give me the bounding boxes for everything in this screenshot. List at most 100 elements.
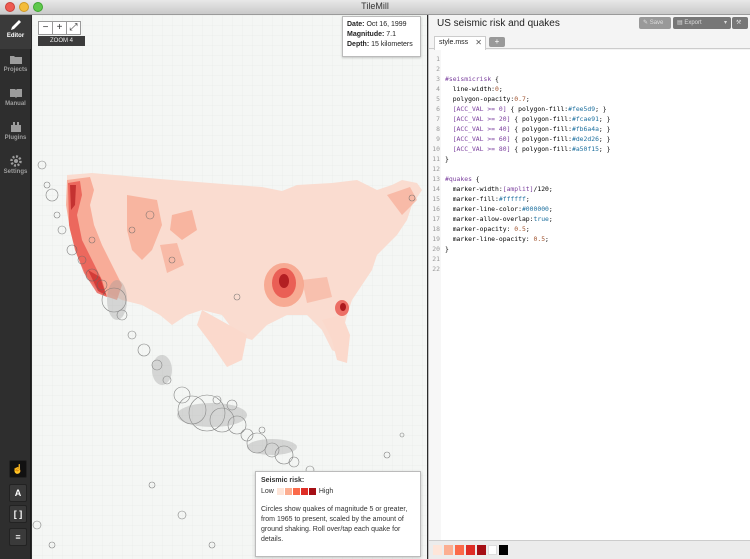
window-title: TileMill	[361, 1, 389, 11]
maximize-window-button[interactable]	[33, 2, 43, 12]
quake-marker[interactable]	[209, 407, 235, 433]
wyoming-risk-zone	[170, 210, 197, 240]
tab-style-mss[interactable]: style.mss ✕	[434, 36, 486, 50]
quake-marker[interactable]	[173, 386, 191, 404]
quake-marker[interactable]	[227, 415, 247, 435]
palette-swatch[interactable]	[455, 545, 464, 555]
palette-swatch[interactable]	[477, 545, 486, 555]
quake-marker[interactable]	[212, 395, 222, 405]
code-line: 6 [ACC_VAL >= 0] { polygon-fill:#fee5d9;…	[429, 104, 606, 114]
hand-pointer-tool-button[interactable]: ☝	[9, 460, 27, 478]
code-line: 11}	[429, 154, 449, 164]
quake-marker[interactable]	[177, 395, 207, 425]
quake-marker[interactable]	[32, 520, 42, 530]
palette-swatch[interactable]	[444, 545, 453, 555]
palette-swatch[interactable]	[466, 545, 475, 555]
quake-markers[interactable]	[32, 160, 416, 549]
quake-marker[interactable]	[43, 181, 51, 189]
quake-marker[interactable]	[226, 399, 238, 411]
quake-marker[interactable]	[151, 359, 163, 371]
line-number: 9	[436, 135, 440, 143]
zoom-out-button[interactable]: −	[38, 21, 53, 35]
quake-marker[interactable]	[208, 541, 216, 549]
quake-marker[interactable]	[57, 225, 67, 235]
quake-marker[interactable]	[127, 330, 137, 340]
export-button[interactable]: ▤ Export ▾	[673, 17, 731, 29]
code-text: }	[445, 155, 449, 163]
map-canvas[interactable]	[32, 15, 427, 559]
legend-title: Seismic risk:	[261, 477, 305, 484]
pencil-icon	[10, 20, 21, 30]
quake-marker[interactable]	[88, 236, 96, 244]
layers-tool-button[interactable]: ≡	[9, 528, 27, 546]
code-line: 12	[429, 164, 445, 174]
quake-marker[interactable]	[399, 432, 405, 438]
quake-marker[interactable]	[137, 343, 151, 357]
code-line: 13 #quakes {	[429, 174, 479, 184]
wrench-button[interactable]: ⚒	[732, 17, 748, 29]
brackets-tool-button[interactable]: [ ]	[9, 505, 27, 523]
quake-marker[interactable]	[37, 160, 47, 170]
zoom-in-button[interactable]: +	[52, 21, 67, 35]
quake-marker[interactable]	[85, 268, 99, 282]
sidebar-item-label: Manual	[5, 101, 26, 107]
quake-marker[interactable]	[246, 432, 268, 454]
sidebar-item-settings[interactable]: Settings	[0, 151, 31, 185]
close-window-button[interactable]	[5, 2, 15, 12]
quake-marker[interactable]	[101, 287, 127, 313]
quake-marker[interactable]	[96, 279, 108, 291]
quake-marker[interactable]	[116, 309, 128, 321]
florida-landmass	[322, 315, 350, 363]
quake-marker[interactable]	[383, 451, 391, 459]
quake-marker[interactable]	[128, 226, 136, 234]
code-text: [ACC_VAL >= 60] { polygon-fill:#de2d26; …	[452, 135, 611, 143]
line-number: 6	[436, 105, 440, 113]
quake-marker[interactable]	[45, 188, 59, 202]
palette-swatch[interactable]	[488, 545, 497, 555]
font-tool-button[interactable]: A	[9, 484, 27, 502]
quake-marker[interactable]	[66, 244, 78, 256]
quake-marker[interactable]	[53, 211, 61, 219]
quake-marker[interactable]	[233, 293, 241, 301]
close-icon[interactable]: ✕	[475, 38, 482, 47]
quake-marker[interactable]	[258, 426, 266, 434]
line-number: 15	[432, 195, 440, 203]
save-button-label: Save	[649, 20, 664, 26]
quake-marker[interactable]	[274, 445, 294, 465]
quake-marker[interactable]	[288, 456, 300, 468]
map-view[interactable]: − + ⤢ ZOOM 4 Date: Oct 16, 1999 Magnitude:…	[32, 15, 427, 559]
quake-marker[interactable]	[264, 442, 280, 458]
quake-marker[interactable]	[408, 194, 416, 202]
code-editor[interactable]: 1 2 3 #seismicrisk {4 line-width:0; 5 polygo…	[429, 50, 750, 540]
quake-marker[interactable]	[77, 255, 87, 265]
quake-marker[interactable]	[162, 375, 172, 385]
quake-marker[interactable]	[168, 256, 176, 264]
quake-marker[interactable]	[148, 481, 156, 489]
quake-marker[interactable]	[145, 210, 155, 220]
add-tab-button[interactable]: +	[489, 37, 505, 47]
quake-marker[interactable]	[48, 541, 56, 549]
palette-swatch[interactable]	[499, 545, 508, 555]
brackets-icon: [ ]	[13, 509, 23, 519]
new-madrid-extreme-risk	[279, 274, 289, 288]
window-title-bar: TileMill	[0, 0, 750, 15]
code-line: 1	[429, 54, 445, 64]
line-number: 11	[432, 155, 440, 163]
save-button[interactable]: ✎ Save	[639, 17, 671, 29]
fullscreen-button[interactable]: ⤢	[66, 21, 81, 35]
sidebar-item-plugins[interactable]: Plugins	[0, 117, 31, 151]
sidebar-item-label: Settings	[3, 169, 28, 175]
minimize-window-button[interactable]	[19, 2, 29, 12]
quake-marker[interactable]	[188, 394, 226, 432]
sidebar-item-projects[interactable]: Projects	[0, 49, 31, 83]
line-number: 1	[436, 55, 440, 63]
zoom-controls: − + ⤢ ZOOM 4	[38, 17, 86, 46]
code-text: line-width:0;	[445, 85, 503, 93]
intermountain-risk-zone	[127, 195, 162, 260]
palette-swatch[interactable]	[433, 545, 442, 555]
line-number: 7	[436, 115, 440, 123]
sidebar-item-manual[interactable]: Manual	[0, 83, 31, 117]
sidebar-item-editor[interactable]: Editor	[0, 15, 31, 49]
code-line: 7 [ACC_VAL >= 20] { polygon-fill:#fcae91…	[429, 114, 610, 124]
quake-marker[interactable]	[177, 510, 187, 520]
